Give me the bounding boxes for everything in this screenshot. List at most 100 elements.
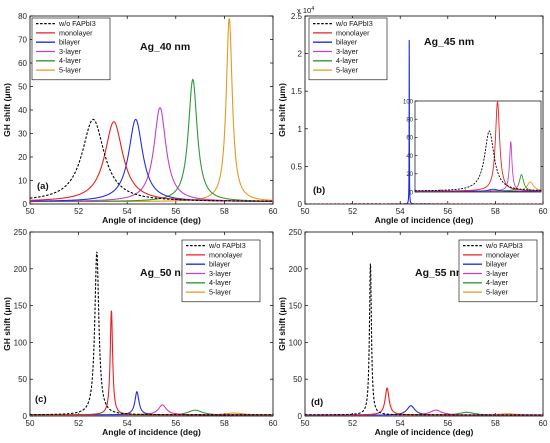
y-tick-label: 10 xyxy=(18,177,27,186)
inset-y-tick-label: 20 xyxy=(406,172,413,178)
y-tick-label: 0 xyxy=(23,200,28,209)
series-group xyxy=(30,18,273,203)
x-tick-label: 50 xyxy=(26,419,35,428)
panel-label: (d) xyxy=(311,397,323,408)
y-tick-label: 250 xyxy=(289,228,303,237)
y-tick-label: 0.5 xyxy=(291,162,303,171)
x-tick-label: 50 xyxy=(301,207,310,216)
legend-entry: w/o FAPbI3 xyxy=(208,241,246,250)
x-tick-label: 58 xyxy=(220,419,229,428)
y-axis-label: GH shift (μm) xyxy=(2,83,12,137)
y-tick-label: 20 xyxy=(18,153,27,162)
y-tick-label: 60 xyxy=(18,59,27,68)
legend-entry: 3-layer xyxy=(486,269,509,278)
x-axis-label: Angle of incidence (deg) xyxy=(102,427,201,437)
legend-entry: monolayer xyxy=(59,28,93,37)
legend: w/o FAPbI3monolayerbilayer3-layer4-layer… xyxy=(308,17,388,81)
x-tick-label: 52 xyxy=(348,207,357,216)
y-tick-label: 50 xyxy=(18,375,27,384)
y-tick-label: 70 xyxy=(18,36,27,45)
inset-series-line xyxy=(415,130,541,192)
chart-title: Ag_45 nm xyxy=(424,36,474,48)
x-tick-label: 58 xyxy=(491,419,500,428)
x-tick-label: 58 xyxy=(491,207,500,216)
y-tick-label: 200 xyxy=(289,265,303,274)
legend-entry: 3-layer xyxy=(209,269,232,278)
legend-entry: bilayer xyxy=(59,38,81,47)
y-multiplier: x 104 xyxy=(297,6,314,15)
x-axis-label: Angle of incidence (deg) xyxy=(375,215,474,225)
inset-y-tick-label: 40 xyxy=(406,154,413,160)
x-tick-label: 50 xyxy=(301,419,310,428)
y-axis-label: GH shift (μm) xyxy=(277,297,287,351)
y-tick-label: 250 xyxy=(14,228,28,237)
x-tick-label: 50 xyxy=(26,207,35,216)
legend-entry: 4-layer xyxy=(59,56,82,65)
series-line xyxy=(30,118,273,202)
y-multiplier-base: x 10 xyxy=(297,6,311,15)
x-axis-label: Angle of incidence (deg) xyxy=(375,427,474,437)
y-tick-label: 200 xyxy=(14,265,28,274)
inset-y-tick-label: 100 xyxy=(403,99,414,105)
y-axis-label: GH shift (μm) xyxy=(277,83,287,137)
y-tick-label: 100 xyxy=(14,338,28,347)
series-line xyxy=(30,310,273,416)
y-tick-label: 0 xyxy=(298,200,303,209)
y-tick-label: 150 xyxy=(14,302,28,311)
x-tick-label: 52 xyxy=(74,419,83,428)
legend-entry: 5-layer xyxy=(209,288,232,297)
inset-y-tick-label: 0 xyxy=(410,190,414,196)
legend-entry: 4-layer xyxy=(336,56,359,65)
legend-entry: bilayer xyxy=(336,38,358,47)
x-tick-label: 60 xyxy=(539,419,548,428)
y-tick-label: 100 xyxy=(289,338,303,347)
legend-entry: monolayer xyxy=(336,28,370,37)
y-tick-label: 0 xyxy=(298,412,303,421)
inset-plot-area xyxy=(414,100,542,193)
panel-label: (c) xyxy=(35,394,47,405)
inset: 0 20 40 60 80 100 xyxy=(403,99,542,196)
legend-entry: 3-layer xyxy=(59,47,82,56)
series-line xyxy=(305,263,543,416)
x-tick-label: 54 xyxy=(396,419,405,428)
y-tick-label: 150 xyxy=(289,302,303,311)
x-tick-label: 56 xyxy=(443,419,452,428)
x-tick-label: 54 xyxy=(396,207,405,216)
x-tick-label: 56 xyxy=(171,207,180,216)
y-tick-label: 30 xyxy=(18,130,27,139)
inset-series-group xyxy=(415,101,541,192)
y-tick-label: 2 xyxy=(298,50,303,59)
y-tick-label: 1.5 xyxy=(291,87,303,96)
chart-title: Ag_50 nm xyxy=(140,267,190,279)
panel-label: (a) xyxy=(37,181,49,192)
x-tick-label: 54 xyxy=(123,207,132,216)
x-axis-label: Angle of incidence (deg) xyxy=(102,215,201,225)
x-tick-label: 60 xyxy=(269,419,278,428)
legend-entry: w/o FAPbI3 xyxy=(485,241,523,250)
legend-entry: 4-layer xyxy=(486,278,509,287)
legend-entry: 3-layer xyxy=(336,47,359,56)
y-tick-label: 50 xyxy=(293,375,302,384)
y-tick-label: 80 xyxy=(18,12,27,21)
legend: w/o FAPbI3monolayerbilayer3-layer4-layer… xyxy=(458,239,538,303)
x-tick-label: 54 xyxy=(123,419,132,428)
legend-entry: 5-layer xyxy=(336,66,359,75)
legend: w/o FAPbI3monolayerbilayer3-layer4-layer… xyxy=(181,239,261,303)
panel-label: (b) xyxy=(313,185,325,196)
y-tick-label: 1 xyxy=(298,125,303,134)
x-tick-label: 52 xyxy=(348,419,357,428)
inset-series-line xyxy=(415,188,541,192)
legend-entry: 4-layer xyxy=(209,278,232,287)
x-tick-label: 52 xyxy=(74,207,83,216)
y-tick-label: 40 xyxy=(18,106,27,115)
x-tick-label: 58 xyxy=(220,207,229,216)
legend-entry: monolayer xyxy=(486,250,520,259)
series-line xyxy=(30,251,273,416)
series-group xyxy=(305,40,543,204)
panel-1: 50 52 54 56 58 60 0 10 20 30 40 50 60 70 80 Angle of in… xyxy=(2,12,278,225)
series-group xyxy=(305,263,543,416)
y-tick-label: 50 xyxy=(18,83,27,92)
